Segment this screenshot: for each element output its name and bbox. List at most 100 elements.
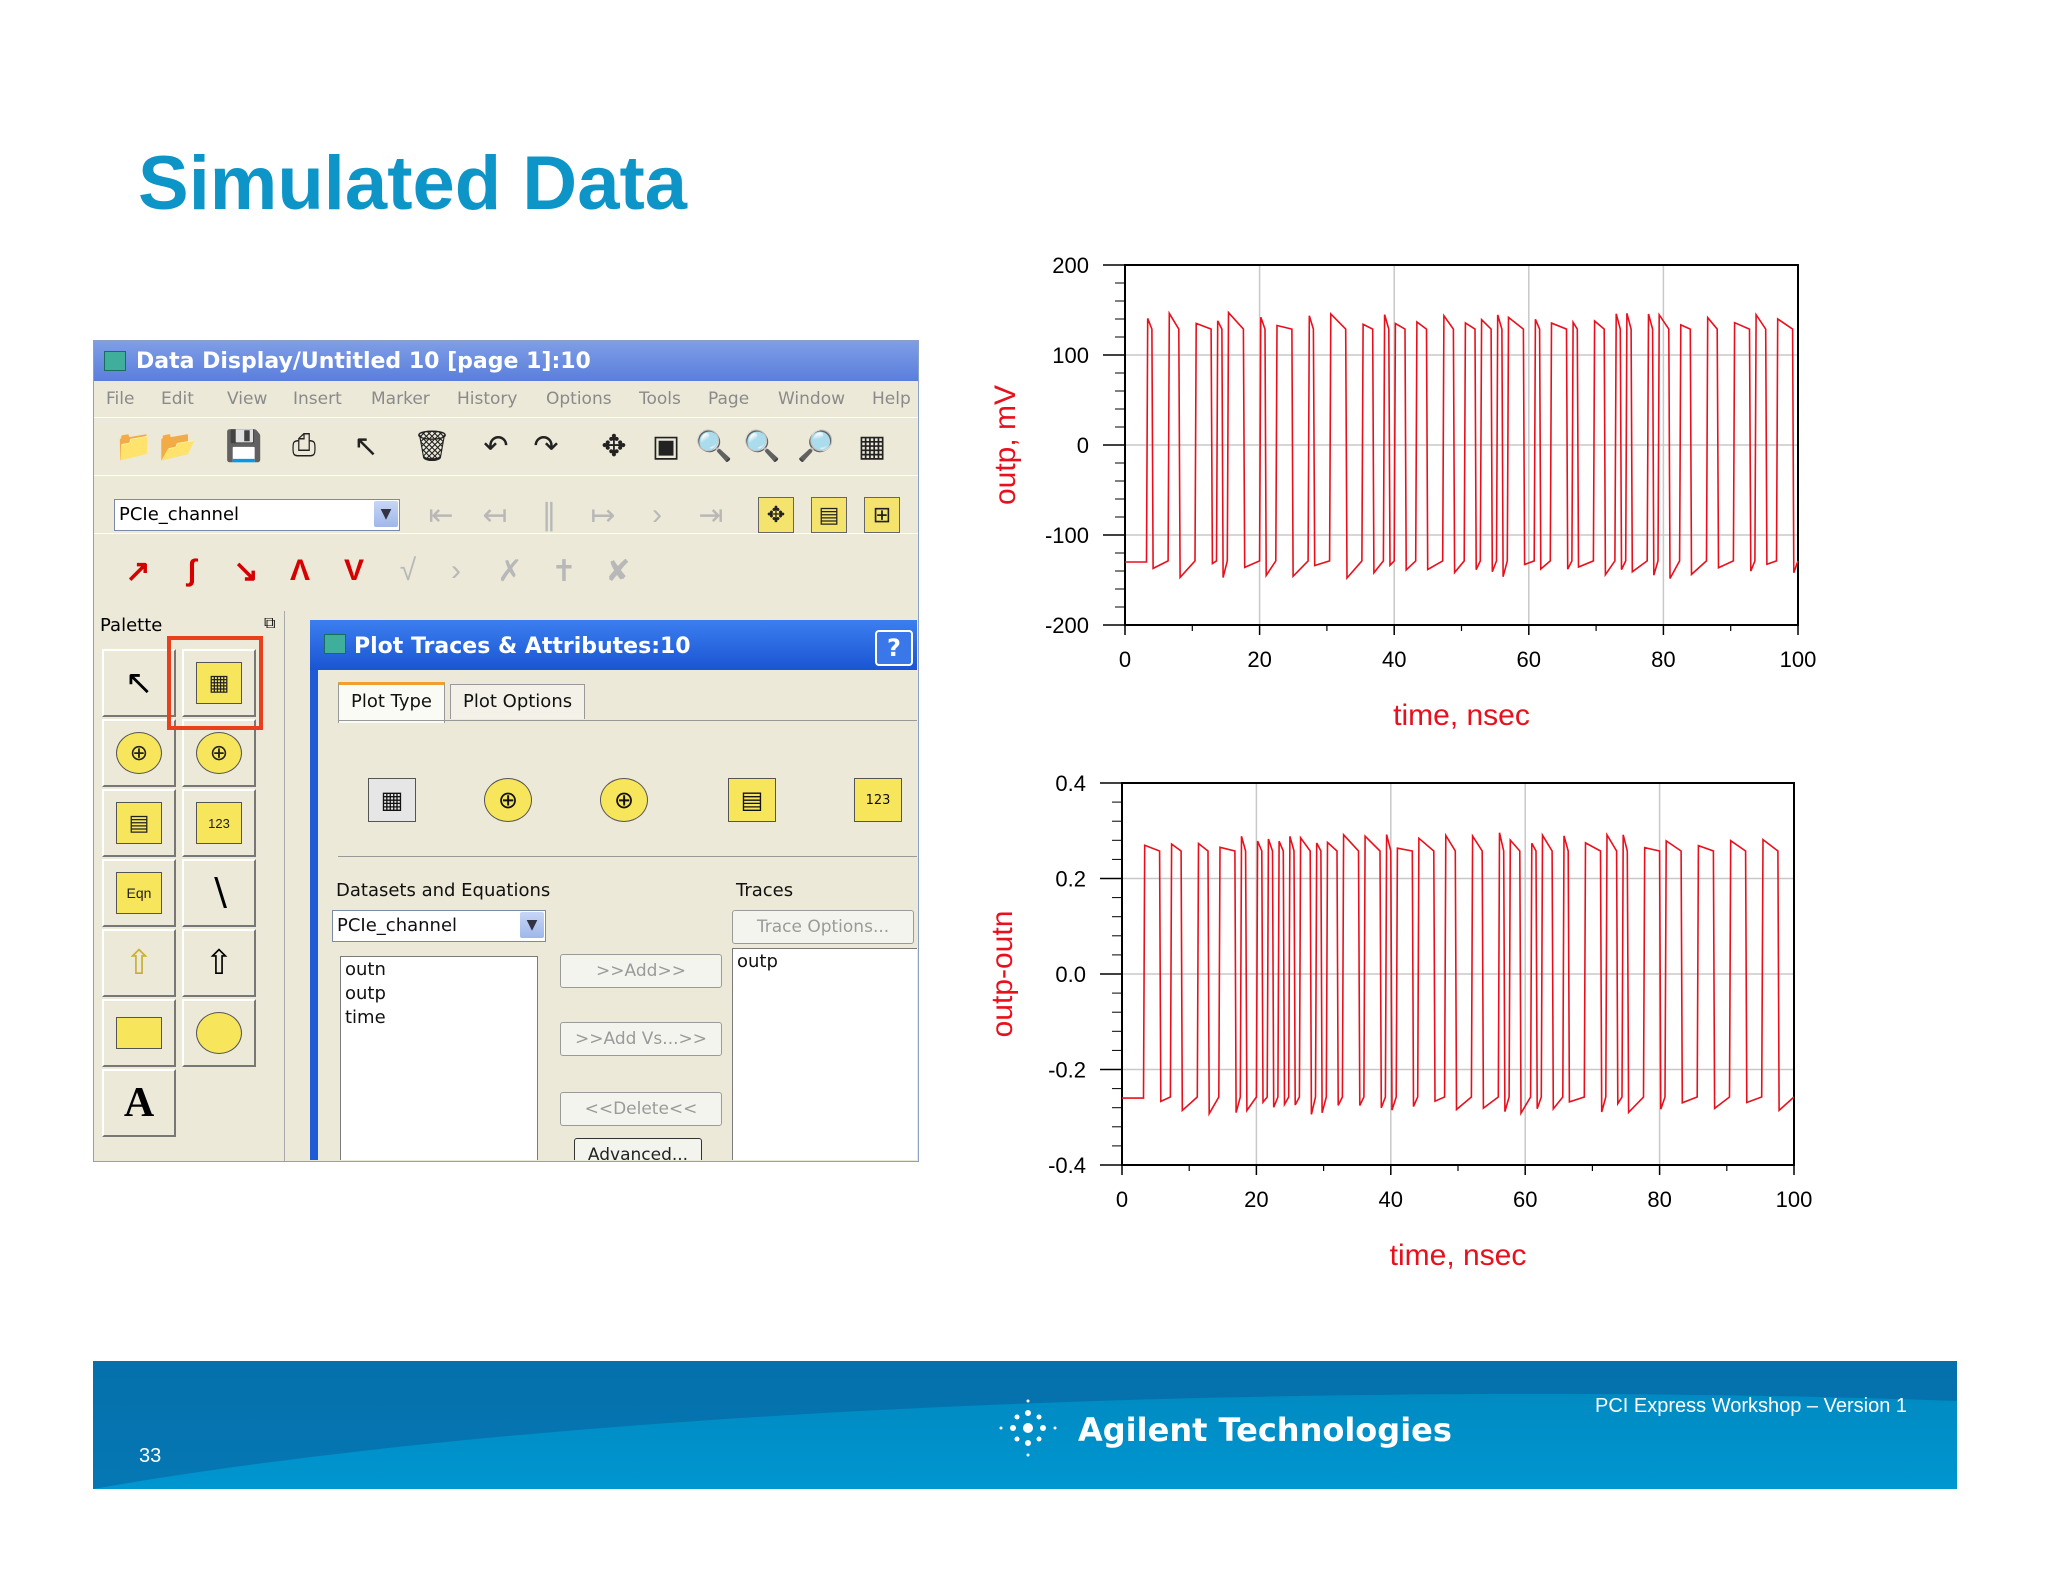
add-vs-button[interactable]: >>Add Vs...>>	[560, 1022, 722, 1056]
palette-rectangular-plot-button[interactable]: ▦	[182, 649, 256, 717]
palette-arrow-outline-button[interactable]: ⇧	[182, 929, 256, 997]
palette-pointer-button[interactable]: ↖	[102, 649, 176, 717]
tab-plot-type[interactable]: Plot Type	[338, 682, 445, 723]
select-pointer-icon[interactable]: ↖	[353, 429, 379, 463]
delete-trash-icon[interactable]: 🗑	[412, 429, 452, 463]
smith-plot-type-icon[interactable]: ⊕	[600, 778, 648, 822]
help-button[interactable]: ?	[875, 630, 913, 666]
palette-list-button[interactable]: 123	[182, 789, 256, 857]
x-axis-label: time, nsec	[1393, 699, 1530, 732]
save-icon[interactable]: 💾	[225, 429, 263, 463]
x-tick-label: 100	[1780, 647, 1817, 672]
undo-icon[interactable]: ↶	[483, 429, 509, 463]
y-tick-label: 100	[1052, 343, 1089, 368]
list-item[interactable]: outn	[345, 959, 386, 980]
marker-delete-icon[interactable]: ✘	[605, 554, 631, 588]
stacked-plot-type-icon[interactable]: ▤	[728, 778, 776, 822]
move-icon[interactable]: ✥	[601, 429, 627, 463]
palette-line-button[interactable]: ∖	[182, 859, 256, 927]
marker-max-icon[interactable]: Λ	[289, 554, 310, 587]
last-page-icon[interactable]: ⇥	[698, 498, 724, 532]
rectangular-plot-type-icon[interactable]: ▦	[368, 778, 416, 822]
arrow-outline-icon: ⇧	[204, 944, 234, 982]
menu-tools[interactable]: Tools	[639, 389, 681, 409]
menu-view[interactable]: View	[227, 389, 268, 409]
delete-button[interactable]: <<Delete<<	[560, 1092, 722, 1126]
palette-rectangle-button[interactable]	[102, 999, 176, 1067]
tab-plot-options[interactable]: Plot Options	[450, 684, 586, 719]
prev-page-icon[interactable]: ↤	[482, 498, 508, 532]
slide-title: Simulated Data	[138, 141, 688, 226]
plot-frame	[1124, 264, 1799, 626]
stacked-plot-icon: ▤	[116, 802, 162, 844]
x-axis-label: time, nsec	[1390, 1239, 1527, 1272]
redo-icon[interactable]: ↷	[533, 429, 559, 463]
open-folder-icon[interactable]: 📂	[159, 429, 197, 463]
palette-panel: Palette ⧉ ↖ ▦ ⊕ ⊕ ▤ 123 Eqn ∖ ⇧ ⇧ A	[94, 611, 285, 1161]
marker-toolbar	[94, 533, 918, 592]
list-item[interactable]: time	[345, 1007, 386, 1028]
menu-window[interactable]: Window	[778, 389, 846, 409]
first-page-icon[interactable]: ⇤	[428, 498, 454, 532]
page-break-icon[interactable]: ∥	[541, 498, 557, 532]
advanced-button[interactable]: Advanced...	[574, 1138, 702, 1160]
trace-options-button[interactable]: Trace Options...	[732, 910, 914, 944]
marker-next-icon[interactable]: ›	[451, 554, 461, 587]
zoom-in-icon[interactable]: 🔍	[695, 429, 733, 463]
list-item[interactable]: outp	[345, 983, 386, 1004]
menu-file[interactable]: File	[106, 389, 135, 409]
grid-zoom-icon[interactable]: ▤	[811, 497, 847, 533]
text-icon: A	[123, 1080, 155, 1126]
palette-stacked-plot-button[interactable]: ▤	[102, 789, 176, 857]
forward-icon[interactable]: ›	[652, 498, 662, 531]
dialog-dataset-select[interactable]: PCIe_channel ▼	[332, 910, 546, 942]
marker-move-icon[interactable]: ✝	[551, 554, 577, 588]
grid-select-icon[interactable]: ✥	[758, 497, 794, 533]
chevron-down-icon[interactable]: ▼	[520, 912, 544, 938]
menu-history[interactable]: History	[457, 389, 518, 409]
chevron-down-icon[interactable]: ▼	[374, 501, 398, 527]
list-plot-type-icon[interactable]: 123	[854, 778, 902, 822]
x-tick-label: 20	[1247, 647, 1271, 672]
menu-marker[interactable]: Marker	[371, 389, 430, 409]
palette-arrow-filled-button[interactable]: ⇧	[102, 929, 176, 997]
new-folder-icon[interactable]: 📁	[115, 429, 153, 463]
arrow-filled-icon: ⇧	[124, 944, 154, 982]
grid-zoom-plus-icon[interactable]: ⊞	[864, 497, 900, 533]
y-tick-label: 200	[1052, 253, 1089, 278]
window-titlebar[interactable]: Data Display/Untitled 10 [page 1]:10	[94, 341, 918, 381]
x-tick-label: 100	[1776, 1187, 1813, 1212]
polar-plot-type-icon[interactable]: ⊕	[484, 778, 532, 822]
list-item[interactable]: outp	[737, 951, 778, 972]
y-tick-label: -100	[1045, 523, 1089, 548]
tab-divider	[338, 720, 917, 721]
view-all-icon[interactable]: ▦	[857, 429, 887, 463]
palette-polar-plot-button[interactable]: ⊕	[102, 719, 176, 787]
zoom-area-icon[interactable]: ▣	[651, 429, 681, 463]
footer-bar: 33 Agilent Technologies PCI Express Work…	[93, 1361, 1957, 1489]
menu-insert[interactable]: Insert	[293, 389, 342, 409]
add-button[interactable]: >>Add>>	[560, 954, 722, 988]
palette-text-button[interactable]: A	[102, 1069, 176, 1137]
pointer-icon: ↖	[124, 664, 154, 702]
palette-smith-chart-button[interactable]: ⊕	[182, 719, 256, 787]
print-icon[interactable]: ⎙	[292, 429, 316, 462]
menu-edit[interactable]: Edit	[161, 389, 194, 409]
palette-circle-button[interactable]	[182, 999, 256, 1067]
marker-check-icon[interactable]: √	[399, 554, 417, 587]
marker-peak-icon[interactable]: ∫	[187, 554, 197, 587]
next-page-icon[interactable]: ↦	[590, 498, 616, 532]
menu-page[interactable]: Page	[708, 389, 750, 409]
marker-rising-icon[interactable]: ↗	[125, 554, 151, 588]
dataset-select[interactable]: PCIe_channel ▼	[114, 499, 400, 531]
palette-equation-button[interactable]: Eqn	[102, 859, 176, 927]
marker-cross-icon[interactable]: ✗	[497, 554, 523, 588]
dialog-titlebar[interactable]: Plot Traces & Attributes:10 ?	[310, 620, 917, 670]
zoom-reset-icon[interactable]: 🔎	[797, 429, 835, 463]
zoom-out-icon[interactable]: 🔍	[743, 429, 781, 463]
menu-options[interactable]: Options	[546, 389, 612, 409]
marker-min-icon[interactable]: V	[343, 554, 364, 587]
menu-help[interactable]: Help	[872, 389, 911, 409]
marker-falling-icon[interactable]: ↘	[233, 554, 259, 588]
restore-icon[interactable]: ⧉	[264, 615, 276, 632]
